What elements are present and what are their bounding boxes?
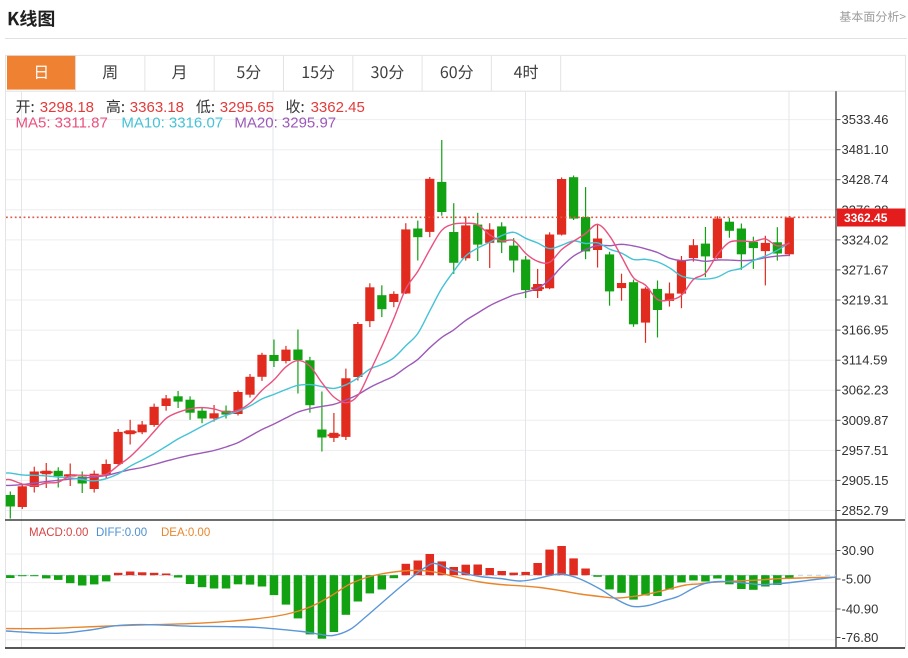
svg-text:3114.59: 3114.59 [842,353,888,368]
svg-text:3219.31: 3219.31 [842,293,889,308]
svg-text:3271.67: 3271.67 [842,262,889,277]
svg-text:DEA:0.00: DEA:0.00 [161,527,210,539]
svg-text:3295.65: 3295.65 [220,99,274,116]
svg-text:-40.90: -40.90 [842,602,879,617]
svg-text:3062.23: 3062.23 [842,383,889,398]
svg-text:MACD:0.00: MACD:0.00 [29,527,88,539]
svg-text:MA5: 3311.87: MA5: 3311.87 [16,115,108,132]
svg-text:3298.18: 3298.18 [40,99,94,116]
svg-text:30.90: 30.90 [842,543,875,558]
svg-text:DIFF:0.00: DIFF:0.00 [96,527,147,539]
svg-text:3363.18: 3363.18 [130,99,184,116]
svg-text:-5.00: -5.00 [842,572,872,587]
svg-text:3324.02: 3324.02 [842,232,889,247]
svg-text:2957.51: 2957.51 [842,443,889,458]
svg-text:-76.80: -76.80 [842,630,879,645]
svg-text:3362.45: 3362.45 [311,99,365,116]
svg-text:3428.74: 3428.74 [842,172,889,187]
svg-text:3009.87: 3009.87 [842,413,889,428]
svg-text:2905.15: 2905.15 [842,473,889,488]
svg-text:3481.10: 3481.10 [842,142,889,157]
svg-text:3362.45: 3362.45 [844,211,888,225]
svg-text:3166.95: 3166.95 [842,323,889,338]
svg-text:MA10: 3316.07: MA10: 3316.07 [121,115,223,132]
svg-text:2852.79: 2852.79 [842,503,889,518]
svg-text:3533.46: 3533.46 [842,112,889,127]
svg-text:MA20: 3295.97: MA20: 3295.97 [234,115,336,132]
